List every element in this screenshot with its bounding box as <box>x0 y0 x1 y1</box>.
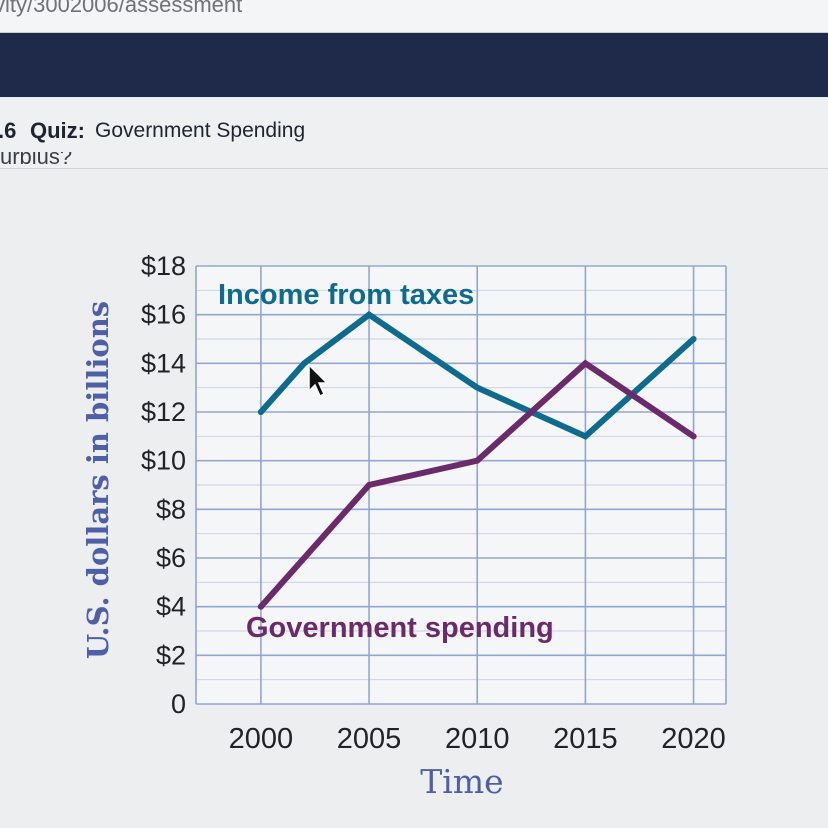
y-tick-label: $14 <box>141 348 186 378</box>
data-point <box>301 360 308 367</box>
question-text-fragment: urplus? <box>0 152 72 164</box>
y-tick-label: $4 <box>156 592 186 622</box>
y-tick-label: $10 <box>141 446 186 476</box>
address-bar[interactable]: vity/3002006/assessment <box>0 0 828 33</box>
series-line-1 <box>257 310 697 440</box>
data-point <box>474 384 481 391</box>
data-point <box>582 433 589 440</box>
quiz-title: Government Spending <box>95 119 306 142</box>
mouse-cursor-icon <box>308 363 329 398</box>
course-header-band <box>0 33 828 97</box>
x-tick-label: 2010 <box>445 723 510 755</box>
data-point <box>257 409 264 415</box>
data-point <box>690 336 697 342</box>
quiz-label: Quiz: <box>30 118 85 143</box>
data-point <box>366 311 373 318</box>
x-axis-label: Time <box>420 762 503 801</box>
y-axis-label: U.S. dollars in billions <box>81 301 115 659</box>
y-tick-label: $18 <box>141 251 186 281</box>
x-tick-label: 2020 <box>661 723 726 755</box>
y-tick-label: 0 <box>171 689 186 719</box>
x-tick-label: 2015 <box>553 723 618 755</box>
data-point <box>582 360 589 367</box>
y-tick-label: $2 <box>156 640 186 670</box>
data-point <box>366 482 373 488</box>
quiz-header: .6 Quiz: Government Spending <box>0 98 828 169</box>
x-tick-label: 2000 <box>229 723 294 755</box>
y-tick-label: $8 <box>156 494 186 524</box>
quiz-number: .6 <box>0 118 17 143</box>
series-label-income: Income from taxes <box>218 279 474 311</box>
data-point <box>690 433 697 440</box>
y-tick-label: $16 <box>141 300 186 330</box>
data-point <box>257 603 264 610</box>
y-tick-label: $6 <box>156 543 186 573</box>
y-tick-label: $12 <box>141 397 186 427</box>
data-point <box>474 457 481 464</box>
series-label-spending: Government spending <box>246 612 554 644</box>
x-tick-label: 2005 <box>337 723 402 755</box>
url-text: vity/3002006/assessment <box>0 0 243 17</box>
